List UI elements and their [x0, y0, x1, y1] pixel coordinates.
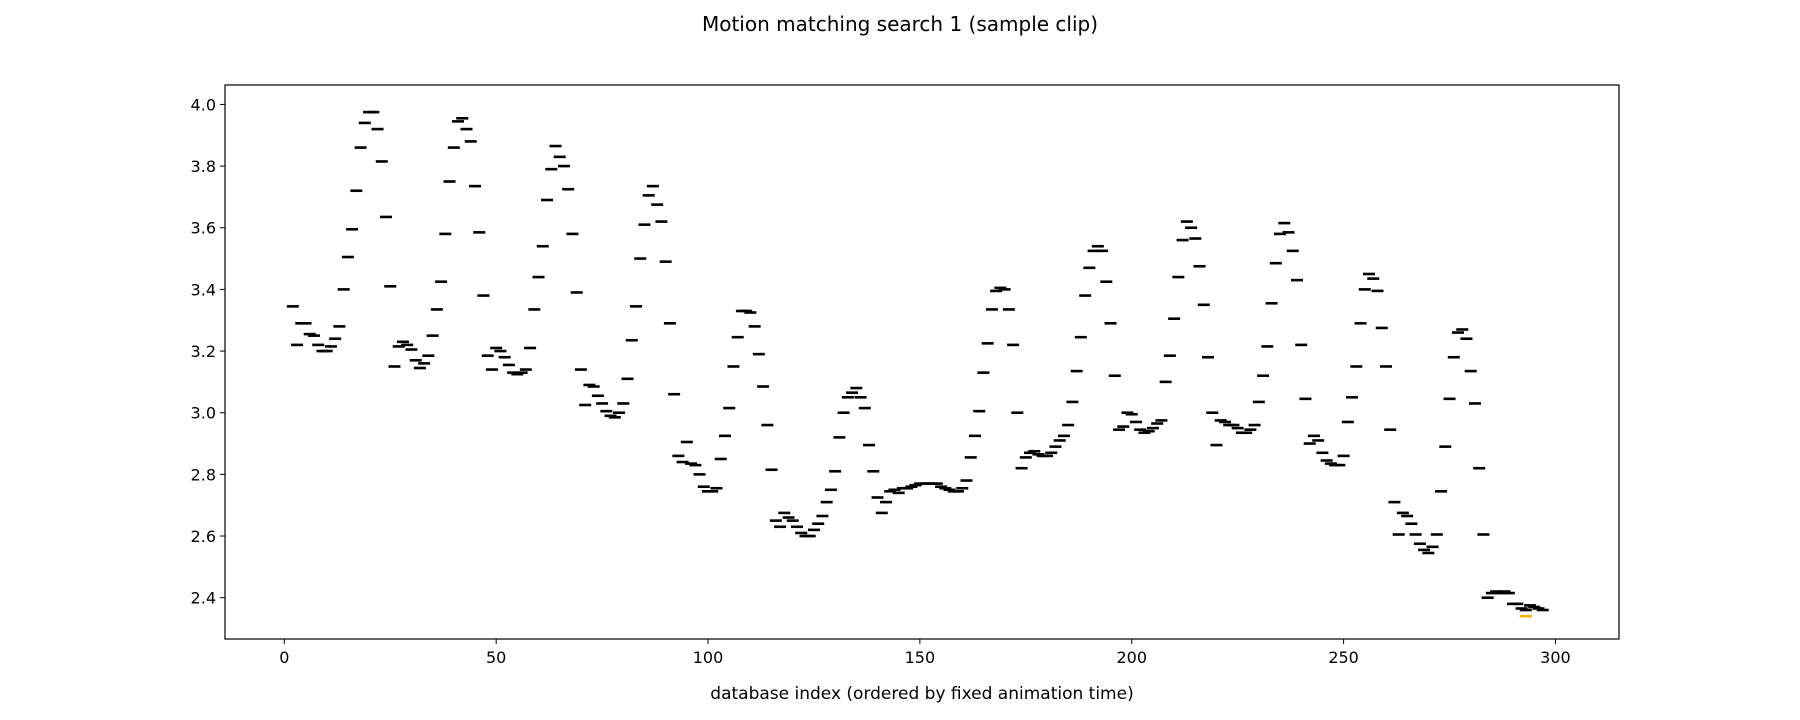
x-tick-label: 0: [279, 648, 289, 667]
x-tick-label: 100: [693, 648, 724, 667]
y-tick-label: 3.4: [191, 280, 216, 299]
y-tick-label: 4.0: [191, 95, 216, 114]
y-tick-label: 3.0: [191, 404, 216, 423]
x-tick-label: 300: [1540, 648, 1571, 667]
y-tick-label: 2.6: [191, 527, 216, 546]
x-tick-label: 150: [905, 648, 936, 667]
y-tick-label: 3.2: [191, 342, 216, 361]
plot-frame: [224, 84, 1620, 640]
x-tick-label: 50: [486, 648, 506, 667]
x-tick-label: 200: [1116, 648, 1147, 667]
x-axis-label: database index (ordered by fixed animati…: [710, 684, 1133, 704]
y-tick-label: 3.6: [191, 219, 216, 238]
chart-title: Motion matching search 1 (sample clip): [702, 12, 1098, 36]
y-tick-label: 3.8: [191, 157, 216, 176]
y-tick-label: 2.8: [191, 465, 216, 484]
y-tick-label: 2.4: [191, 589, 216, 608]
x-tick-label: 250: [1328, 648, 1359, 667]
